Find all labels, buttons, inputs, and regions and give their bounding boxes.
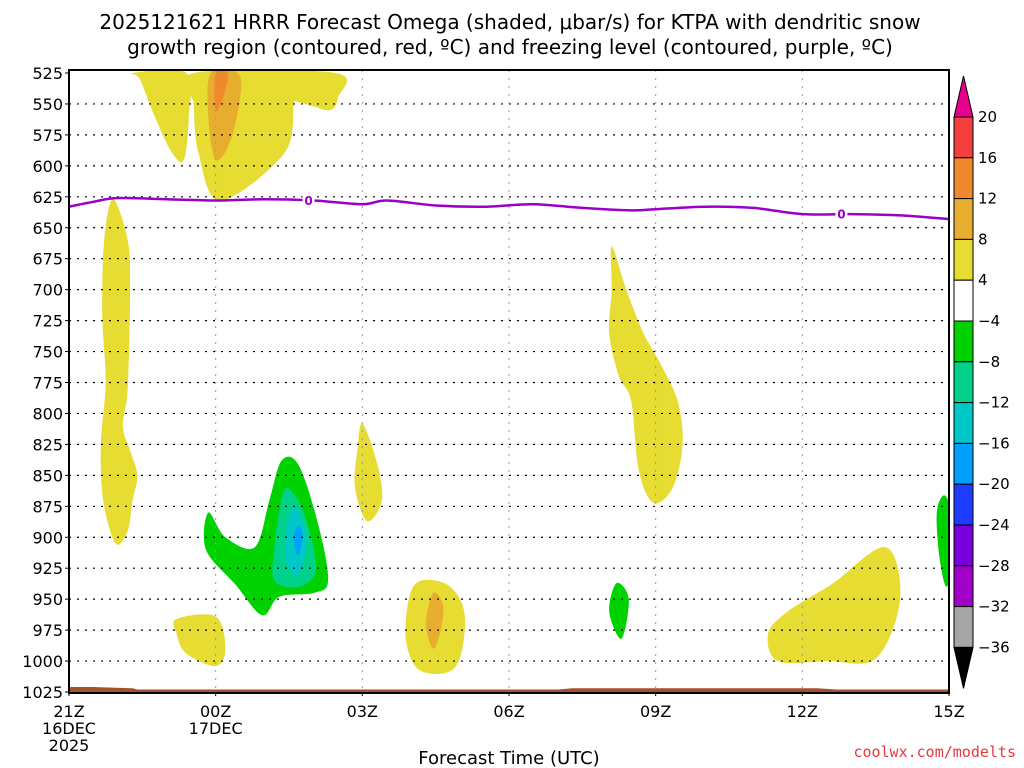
colorbar-label: −32: [978, 598, 1010, 616]
freezing-level-line: [68, 196, 950, 221]
y-tick-label: 600: [32, 157, 63, 176]
y-tick-label: 575: [32, 126, 63, 145]
omega-region-orange-core-near-04z: [425, 592, 444, 649]
x-axis-title: Forecast Time (UTC): [418, 748, 599, 768]
terrain-area: [69, 687, 949, 692]
credit-link[interactable]: coolwx.com/modelts: [853, 743, 1016, 761]
colorbar-arrow-down: [953, 646, 974, 689]
x-tick-label: 17DEC: [189, 719, 243, 738]
freezing-level-label: 0: [837, 208, 845, 222]
y-tick-label: 525: [32, 64, 63, 83]
colorbar-label: −4: [978, 312, 1000, 330]
chart-title-line-2: growth region (contoured, red, ºC) and f…: [127, 35, 893, 59]
omega-region-yellow-small-near-03z: [354, 423, 383, 522]
y-tick-label: 750: [32, 343, 63, 362]
grid-lines: [69, 70, 949, 692]
colorbar-label: −36: [978, 638, 1010, 656]
x-tick-label: 09Z: [640, 702, 671, 721]
colorbar-label: 16: [978, 149, 997, 167]
y-tick-label: 775: [32, 374, 63, 393]
y-tick-label: 825: [32, 435, 63, 454]
omega-region-orange-peak-upper-center: [214, 71, 229, 112]
colorbar-segment: [953, 238, 974, 281]
omega-region-blue-core-lower-left: [293, 524, 303, 556]
colorbar-segment: [953, 198, 974, 240]
colorbar-label: −28: [978, 557, 1010, 575]
omega-region-green-small-near-14z: [936, 495, 949, 587]
y-tick-label: 975: [32, 621, 63, 640]
y-tick-label: 950: [32, 590, 63, 609]
x-tick-label: 06Z: [493, 702, 524, 721]
y-tick-label: 725: [32, 312, 63, 331]
colorbar-label: 4: [978, 271, 988, 289]
colorbar-segment: [953, 157, 974, 200]
y-tick-label: 900: [32, 528, 63, 547]
colorbar-label: 8: [978, 230, 988, 248]
colorbar-label: −20: [978, 475, 1010, 493]
colorbar-segment: [953, 402, 974, 444]
colorbar-segment: [953, 320, 974, 363]
y-tick-label: 675: [32, 250, 63, 269]
terrain-fill: [69, 687, 949, 692]
colorbar-legend: 20 16 12 8 4 −4 −8 −12 −16 −20 −24 −28 −32 −36: [953, 75, 1010, 689]
x-tick-label: 12Z: [787, 702, 818, 721]
y-tick-label: 800: [32, 404, 63, 423]
colorbar-segment: [953, 279, 974, 322]
colorbar-arrow-up: [953, 75, 974, 118]
y-tick-label: 625: [32, 188, 63, 207]
colorbar-segment: [953, 524, 974, 567]
x-tick-label: 03Z: [347, 702, 378, 721]
y-tick-label: 650: [32, 219, 63, 238]
freezing-level-contour-group: 00: [68, 193, 950, 222]
x-tick-label: 21Z: [53, 702, 84, 721]
freezing-level-label: 0: [304, 194, 312, 208]
colorbar-segment: [953, 116, 974, 159]
omega-region-yellow-plume-upper-left: [129, 71, 192, 163]
omega-region-yellow-blob-lower-left: [173, 614, 226, 667]
chart-title-line-1: 2025121621 HRRR Forecast Omega (shaded, …: [99, 10, 920, 34]
colorbar-segment: [953, 361, 974, 404]
colorbar-label: −8: [978, 353, 1000, 371]
omega-region-yellow-column-left: [100, 199, 138, 545]
y-tick-label: 550: [32, 95, 63, 114]
x-tick-label: 00Z: [200, 702, 231, 721]
y-tick-label: 850: [32, 466, 63, 485]
colorbar-label: 12: [978, 190, 997, 208]
y-tick-label: 700: [32, 281, 63, 300]
y-tick-label: 875: [32, 497, 63, 516]
x-tick-label: 15Z: [933, 702, 964, 721]
y-tick-label: 925: [32, 559, 63, 578]
omega-region-yellow-region-lower-right: [767, 547, 901, 664]
y-axis: 525 550 575 600 625 650 675 700 725 750 775 800 825 8…: [22, 64, 69, 702]
colorbar-label: −16: [978, 434, 1010, 452]
x-tick-label: 2025: [49, 736, 90, 755]
colorbar-segment: [953, 483, 974, 526]
contour-label-bg: [835, 207, 848, 222]
colorbar-segment: [953, 442, 974, 485]
colorbar-label: −24: [978, 516, 1010, 534]
colorbar-label: −12: [978, 394, 1010, 412]
contour-label-bg: [302, 193, 315, 208]
colorbar-segment: [953, 565, 974, 608]
x-tick-label: 16DEC: [42, 719, 96, 738]
colorbar-segment: [953, 606, 974, 648]
y-tick-label: 1000: [22, 652, 63, 671]
y-tick-label: 1025: [22, 683, 63, 702]
omega-region-green-small-near-08z: [609, 582, 629, 639]
omega-region-yellow-tail-near-08z: [608, 246, 683, 504]
colorbar-label: 20: [978, 108, 997, 126]
